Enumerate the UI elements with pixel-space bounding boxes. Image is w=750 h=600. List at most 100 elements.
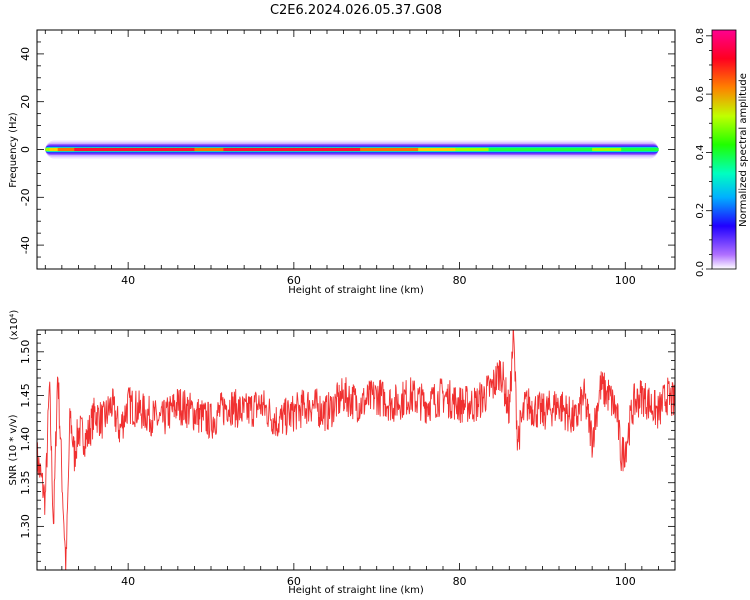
band-core-cell (227, 147, 233, 152)
top-y-axis: -40 -20 0 20 40 (19, 29, 675, 270)
band-core-cell (302, 147, 307, 152)
x-tick-label: 100 (615, 274, 636, 287)
x-tick-label: 60 (287, 274, 301, 287)
band-core-cell (190, 147, 195, 152)
band-core-cell (318, 147, 324, 152)
figure-title: C2E6.2024.026.05.37.G08 (270, 3, 442, 18)
band-core-cell (409, 147, 415, 152)
band-core-cell (364, 147, 369, 152)
band-core-cell (335, 147, 340, 152)
band-core-cell (231, 147, 237, 152)
band-core-cell (641, 147, 647, 152)
band-core-cell (559, 147, 564, 152)
band-core-cell (140, 147, 146, 152)
band-core-cell (376, 147, 382, 152)
y-tick-label: 1.30 (19, 514, 32, 539)
band-core-cell (78, 147, 83, 152)
band-core-cell (600, 147, 605, 152)
band-core-cell (95, 147, 100, 152)
band-core-cell (459, 147, 465, 152)
band-core-cell (314, 147, 320, 152)
band-core-cell (273, 147, 278, 152)
band-core-cell (501, 147, 506, 152)
y-tick-label: 1.45 (19, 383, 32, 408)
band-core-cell (509, 147, 514, 152)
band-core-cell (463, 147, 469, 152)
band-core-cell (66, 147, 71, 152)
band-core-cell (269, 147, 274, 152)
y-tick-label: 1.35 (19, 470, 32, 495)
colorbar-tick-label: 0.0 (695, 261, 706, 277)
x-tick-label: 80 (453, 575, 467, 588)
band-core-cell (571, 147, 576, 152)
band-core-cell (285, 147, 291, 152)
band-core-cell (430, 147, 436, 152)
band-core-cell (554, 147, 560, 152)
colorbar-tick-label: 0.4 (695, 144, 706, 160)
band-core-cell (49, 147, 54, 152)
band-core-cell (372, 147, 378, 152)
band-core-cell (447, 147, 452, 152)
x-tick-label: 100 (615, 575, 636, 588)
band-core-cell (550, 147, 556, 152)
band-core-cell (161, 147, 166, 152)
band-core-cell (525, 147, 531, 152)
band-core-cell (422, 147, 427, 152)
band-core-cell (401, 147, 407, 152)
band-core-cell (194, 147, 199, 152)
y-tick-label: 20 (19, 95, 32, 109)
band-core-cell (389, 147, 394, 152)
y-tick-label: -20 (19, 188, 32, 206)
y-tick-label: 1.50 (19, 340, 32, 365)
band-core-cell (393, 147, 398, 152)
band-core-cell (575, 147, 581, 152)
band-core-cell (293, 147, 299, 152)
band-core-cell (650, 147, 655, 152)
band-core-cell (496, 147, 502, 152)
band-core-cell (82, 147, 88, 152)
band-core-cell (546, 147, 552, 152)
band-core-cell (322, 147, 328, 152)
colorbar-label: Normalized spectral amplitude (738, 73, 749, 227)
band-core-cell (476, 147, 481, 152)
band-core-cell (331, 147, 336, 152)
band-core-cell (480, 147, 485, 152)
band-core-cell (637, 147, 643, 152)
band-core-cell (455, 147, 460, 152)
band-core-cell (629, 147, 634, 152)
band-core-cell (252, 147, 257, 152)
band-core-cell (604, 147, 610, 152)
spectrogram-panel: 40 60 80 100 -40 -20 0 20 40 Height of straight… (8, 29, 676, 296)
band-core-cell (136, 147, 141, 152)
band-core-cell (107, 147, 112, 152)
band-core-cell (119, 147, 125, 152)
band-core-cell (380, 147, 386, 152)
bottom-x-axis-label: Height of straight line (km) (288, 585, 424, 596)
band-core-cell (472, 147, 477, 152)
band-core-cell (505, 147, 510, 152)
band-core-cell (206, 147, 212, 152)
colorbar-scale (711, 29, 737, 270)
band-core-cell (157, 147, 162, 152)
band-core-cell (244, 147, 249, 152)
band-core-cell (153, 147, 158, 152)
band-core-cell (608, 147, 614, 152)
band-core-cell (198, 147, 204, 152)
y-tick-label: -40 (19, 236, 32, 254)
band-core-cell (542, 147, 547, 152)
band-core-cell (397, 147, 402, 152)
band-core-cell (633, 147, 639, 152)
band-core-cell (588, 147, 593, 152)
band-core-cell (343, 147, 349, 152)
band-core-cell (165, 147, 170, 152)
band-core-cell (235, 147, 241, 152)
band-core-cell (488, 147, 494, 152)
band-core-cell (563, 147, 568, 152)
band-core-cell (418, 147, 423, 152)
band-core-cell (211, 147, 216, 152)
band-core-cell (240, 147, 245, 152)
band-core-cell (646, 147, 651, 152)
bottom-y-axis-label: SNR (10 * v/v) (8, 414, 19, 485)
colorbar-tick-label: 0.8 (695, 28, 706, 44)
